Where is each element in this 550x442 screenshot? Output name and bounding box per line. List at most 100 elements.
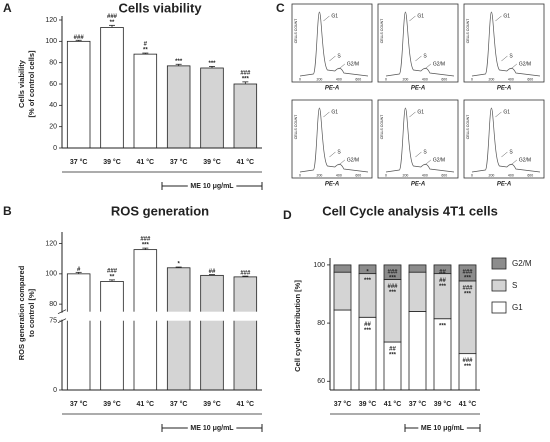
x-tick-label: 200	[403, 77, 409, 81]
peak-pointer	[424, 63, 432, 70]
significance-label: ###	[140, 237, 151, 243]
significance-label: ***	[464, 364, 472, 370]
peak-pointer	[338, 63, 346, 70]
panel-letter: D	[283, 208, 292, 222]
peak-label: G2/M	[347, 157, 359, 163]
x-tick-label: 200	[317, 173, 323, 177]
x-tick-label: 200	[317, 77, 323, 81]
significance-label: **	[110, 20, 115, 26]
bar	[133, 53, 158, 149]
y-tick-label: 0	[53, 145, 57, 152]
x-tick-label: 39 °C	[203, 158, 221, 166]
x-tick-label: 0	[385, 77, 387, 81]
x-tick-label: 0	[299, 77, 301, 81]
significance-label: *	[366, 269, 369, 275]
significance-label: **	[143, 48, 148, 54]
peak-pointer	[338, 159, 346, 166]
histogram-curve	[471, 11, 541, 77]
peak-label: G2/M	[519, 157, 531, 163]
significance-label: ##	[364, 322, 371, 328]
significance-label: ***	[242, 76, 250, 82]
x-axis-label: PE-A	[411, 182, 425, 188]
x-tick-label: 600	[527, 77, 533, 81]
x-tick-label: 37 °C	[334, 400, 352, 408]
bar-segment	[358, 264, 377, 275]
bar-segment	[333, 271, 352, 311]
significance-label: ***	[389, 290, 397, 296]
legend-swatch	[491, 279, 507, 292]
x-tick-label: 39 °C	[103, 400, 121, 408]
y-axis-label: ROS generation compared	[17, 265, 26, 360]
x-axis-label: PE-A	[497, 86, 511, 92]
x-tick-label: 400	[422, 77, 428, 81]
x-axis-label: PE-A	[497, 182, 511, 188]
x-tick-label: 200	[403, 173, 409, 177]
y-tick-label: 80	[49, 301, 57, 308]
peak-label: S	[509, 53, 513, 59]
x-tick-label: 41 °C	[137, 158, 155, 166]
chart-title: Cells viability	[118, 0, 202, 15]
y-axis-label: CELLS COUNT	[466, 114, 470, 139]
bar-segment	[458, 264, 477, 282]
histogram-frame	[291, 99, 373, 179]
break-mark	[57, 309, 67, 315]
y-tick-label: 0	[53, 387, 57, 394]
peak-label: S	[423, 149, 427, 155]
significance-label: ##	[439, 278, 446, 284]
y-tick-label: 100	[45, 38, 57, 45]
histogram-curve	[299, 11, 369, 77]
peak-pointer	[323, 15, 330, 22]
peak-label: G1	[503, 109, 510, 115]
significance-label: ###	[462, 358, 473, 364]
peak-pointer	[329, 151, 336, 158]
y-axis-label: [% of control cells]	[27, 50, 36, 118]
significance-label: #	[144, 42, 148, 48]
x-tick-label: 400	[508, 173, 514, 177]
x-tick-label: 41 °C	[459, 400, 477, 408]
panel-letter: A	[3, 1, 12, 15]
significance-label: ##	[439, 269, 446, 275]
significance-label: ###	[240, 271, 251, 277]
histogram-curve	[471, 107, 541, 173]
x-tick-label: 600	[441, 173, 447, 177]
legend-swatch	[491, 301, 507, 314]
bar-segment	[333, 309, 352, 391]
significance-label: ###	[107, 14, 118, 20]
bar-segment	[408, 264, 427, 273]
bar-segment	[333, 264, 352, 273]
x-tick-label: 200	[489, 77, 495, 81]
y-tick-label: 80	[317, 320, 325, 327]
significance-label: ###	[387, 284, 398, 290]
histogram-curve	[385, 107, 455, 173]
significance-label: ###	[462, 285, 473, 291]
x-tick-label: 0	[471, 77, 473, 81]
significance-label: ***	[464, 275, 472, 281]
group-label: ME 10 μg/mL	[190, 425, 234, 432]
peak-label: G2/M	[433, 157, 445, 163]
bar-segment	[408, 311, 427, 391]
y-axis-label: CELLS COUNT	[380, 114, 384, 139]
significance-label: ###	[240, 70, 251, 76]
y-tick-label: 40	[49, 102, 57, 109]
x-tick-label: 600	[527, 173, 533, 177]
y-axis-label: to control [%]	[27, 288, 36, 337]
legend-swatch	[491, 257, 507, 270]
peak-pointer	[415, 55, 422, 62]
y-tick-label: 20	[49, 124, 57, 131]
x-tick-label: 37 °C	[70, 400, 88, 408]
significance-label: #	[77, 267, 81, 273]
bar	[66, 273, 91, 391]
x-tick-label: 400	[336, 173, 342, 177]
significance-label: ***	[464, 291, 472, 297]
peak-pointer	[415, 151, 422, 158]
peak-pointer	[495, 111, 502, 118]
peak-pointer	[501, 55, 508, 62]
peak-pointer	[409, 111, 416, 118]
x-tick-label: 400	[422, 173, 428, 177]
peak-label: S	[337, 53, 341, 59]
x-tick-label: 37 °C	[70, 158, 88, 166]
peak-pointer	[495, 15, 502, 22]
x-tick-label: 39 °C	[103, 158, 121, 166]
bar	[100, 27, 124, 149]
